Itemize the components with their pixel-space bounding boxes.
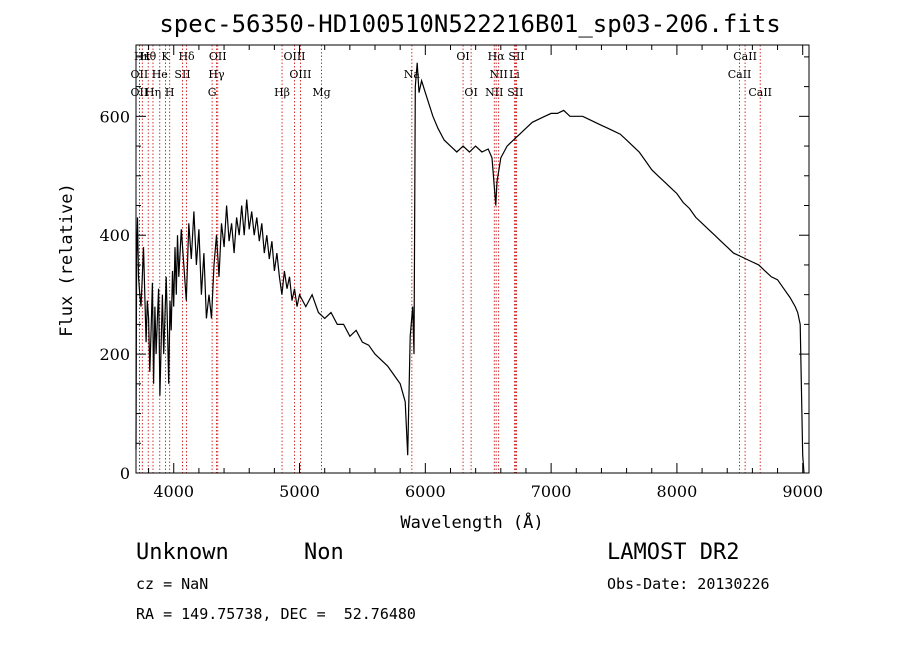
x-tick-label: 8000 (657, 482, 698, 501)
coordinates: RA = 149.75738, DEC = 52.76480 (136, 605, 416, 623)
spectral-line-label: H (165, 86, 175, 99)
spectral-line-label: Hβ (274, 86, 290, 99)
spectral-line-label: CaII (748, 86, 772, 99)
y-tick-label: 400 (99, 226, 130, 245)
spectral-line-label: G (208, 86, 217, 99)
x-tick-label: 9000 (782, 482, 823, 501)
spectral-line-label: NII (490, 68, 508, 81)
x-tick-label: 6000 (405, 482, 446, 501)
survey-name: LAMOST DR2 (607, 540, 740, 565)
spectral-line-label: SII (174, 68, 190, 81)
spectral-line-label: SII (507, 86, 523, 99)
y-tick-label: 200 (99, 345, 130, 364)
redshift-cz: cz = NaN (136, 575, 209, 593)
spectral-line-label: Hθ (140, 50, 157, 63)
spectral-line-label: He (152, 68, 168, 81)
y-axis-ticks: 0 200 400 600 (99, 56, 809, 483)
spectral-line-markers (138, 45, 761, 473)
spectral-line-label: OI (464, 86, 477, 99)
spectral-line-label: Hγ (208, 68, 225, 81)
object-class: Unknown (136, 540, 229, 565)
chart-title: spec-56350-HD100510N522216B01_sp03-206.f… (159, 10, 780, 38)
spectral-line-label: Hδ (178, 50, 195, 63)
obs-date: Obs-Date: 20130226 (607, 575, 770, 593)
x-tick-label: 5000 (279, 482, 320, 501)
x-axis-ticks: 4000 5000 6000 7000 8000 9000 (148, 45, 823, 501)
x-axis-label: Wavelength (Å) (400, 511, 543, 533)
spectrum-line (135, 62, 805, 474)
spectral-line-label: K (161, 50, 170, 63)
y-axis-label: Flux (relative) (57, 183, 77, 337)
spectral-line-label: NII (485, 86, 503, 99)
spectral-line-label: OIII (283, 50, 305, 63)
spectral-line-label: Li (509, 68, 520, 81)
spectral-line-label: OI (456, 50, 469, 63)
y-tick-label: 600 (99, 107, 130, 126)
spectral-line-label: Hκ (134, 50, 151, 63)
spectral-line-label: Mg (312, 86, 330, 99)
plot-frame (135, 44, 810, 474)
spectral-line-label: SII (508, 50, 524, 63)
x-tick-label: 4000 (153, 482, 194, 501)
spectral-line-label: OII (209, 50, 227, 63)
spectral-line-label: CaII (733, 50, 757, 63)
spectral-line-label: Hα (488, 50, 506, 63)
x-tick-label: 7000 (531, 482, 572, 501)
spectral-line-label: OII (131, 68, 149, 81)
spectral-line-label: CaII (728, 68, 752, 81)
spectral-line-label: OII (131, 86, 149, 99)
object-subclass: Non (304, 540, 344, 565)
y-tick-label: 0 (120, 464, 130, 483)
spectral-line-label: OIII (289, 68, 311, 81)
spectral-line-label: Hη (145, 86, 161, 99)
